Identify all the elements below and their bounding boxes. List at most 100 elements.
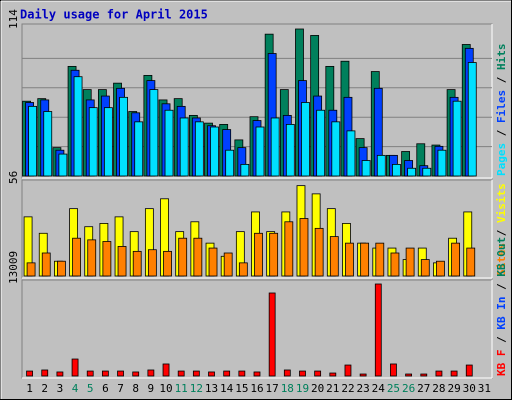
bar — [28, 105, 37, 177]
bar — [117, 370, 124, 377]
bar — [376, 154, 386, 177]
x-tick-label: 17 — [266, 382, 279, 395]
bar — [41, 369, 49, 377]
bar — [119, 96, 128, 177]
bar — [179, 117, 189, 177]
bar — [56, 371, 64, 377]
bar — [225, 149, 235, 177]
plot-area — [21, 279, 493, 379]
x-tick-label: 14 — [220, 382, 234, 395]
x-tick-label: 18 — [281, 382, 294, 395]
x-tick-label: 16 — [250, 382, 263, 395]
bar — [58, 153, 68, 177]
legend-separator: / — [495, 123, 508, 143]
legend-entry: KB F — [495, 350, 508, 377]
x-tick-label: 5 — [87, 382, 94, 395]
x-tick-label: 9 — [148, 382, 155, 395]
legend-entry: Hits — [495, 44, 508, 71]
bar — [452, 100, 462, 177]
x-tick-label: 1 — [26, 382, 33, 395]
bar — [177, 370, 185, 377]
legend-entry: Files — [495, 90, 508, 123]
bar — [285, 124, 295, 177]
bar — [178, 237, 188, 277]
bar — [134, 121, 144, 177]
bar — [422, 167, 432, 177]
bar — [405, 247, 415, 277]
legend-separator: / — [495, 223, 508, 243]
legend-entry: Sites — [495, 243, 508, 276]
x-tick-label: 20 — [311, 382, 324, 395]
bar — [71, 358, 79, 377]
bar — [360, 242, 370, 277]
bar — [284, 221, 294, 277]
legend-separator: / — [495, 70, 508, 90]
x-tick-label: 28 — [432, 382, 445, 395]
bar — [420, 259, 430, 277]
bar — [86, 370, 94, 377]
bar — [374, 283, 382, 377]
bar — [147, 369, 155, 377]
bar — [194, 121, 204, 177]
bar — [208, 371, 215, 377]
x-tick-label: 4 — [72, 382, 79, 395]
bar — [253, 371, 261, 377]
x-tick-label: 7 — [117, 382, 124, 395]
bar — [451, 242, 460, 277]
x-tick-label: 27 — [417, 382, 430, 395]
y-tick-label: 56 — [7, 171, 20, 184]
bar — [314, 227, 324, 277]
bar — [344, 364, 352, 377]
x-tick-label: 6 — [102, 382, 109, 395]
bar — [223, 252, 233, 277]
bar — [346, 130, 356, 177]
bar — [331, 121, 341, 177]
bar — [466, 247, 476, 277]
x-tick-label: 24 — [372, 382, 386, 395]
bar — [299, 218, 309, 277]
bar — [255, 126, 265, 177]
bar — [103, 107, 113, 177]
bar — [405, 373, 413, 377]
bar — [149, 89, 159, 177]
bar — [465, 364, 473, 377]
bar — [117, 246, 127, 277]
x-tick-label: 19 — [296, 382, 309, 395]
bar — [467, 62, 477, 177]
bar — [361, 160, 371, 177]
bar — [101, 370, 109, 377]
bar — [269, 232, 279, 277]
bar — [88, 107, 98, 177]
x-tick-label: 23 — [357, 382, 370, 395]
x-tick-label: 3 — [57, 382, 64, 395]
x-tick-label: 25 — [387, 382, 400, 395]
bar — [162, 363, 170, 377]
bar — [57, 260, 66, 277]
legend-entry: Visits — [495, 183, 508, 223]
bar — [359, 373, 367, 377]
bar — [435, 370, 443, 377]
chart-title: Daily usage for April 2015 — [20, 8, 208, 22]
bar — [41, 252, 51, 277]
x-tick-label: 8 — [132, 382, 139, 395]
bar — [314, 370, 322, 377]
x-tick-label: 21 — [326, 382, 339, 395]
x-tick-label: 22 — [341, 382, 354, 395]
bar — [87, 239, 97, 277]
legend-entry: Pages — [495, 143, 508, 176]
legend: Pages / Files / Hits — [495, 44, 508, 177]
bar — [164, 109, 174, 177]
bar — [238, 370, 246, 377]
bar — [450, 370, 458, 377]
x-tick-label: 11 — [175, 382, 188, 395]
y-tick-label: 13009 — [7, 251, 20, 284]
bar — [329, 372, 337, 377]
bar — [375, 242, 385, 277]
bar — [72, 237, 81, 277]
legend: KB F / KB In / KB Out — [495, 237, 508, 376]
bar — [102, 241, 112, 277]
x-tick-label: 31 — [478, 382, 491, 395]
x-tick-label: 15 — [235, 382, 248, 395]
x-tick-label: 26 — [402, 382, 415, 395]
